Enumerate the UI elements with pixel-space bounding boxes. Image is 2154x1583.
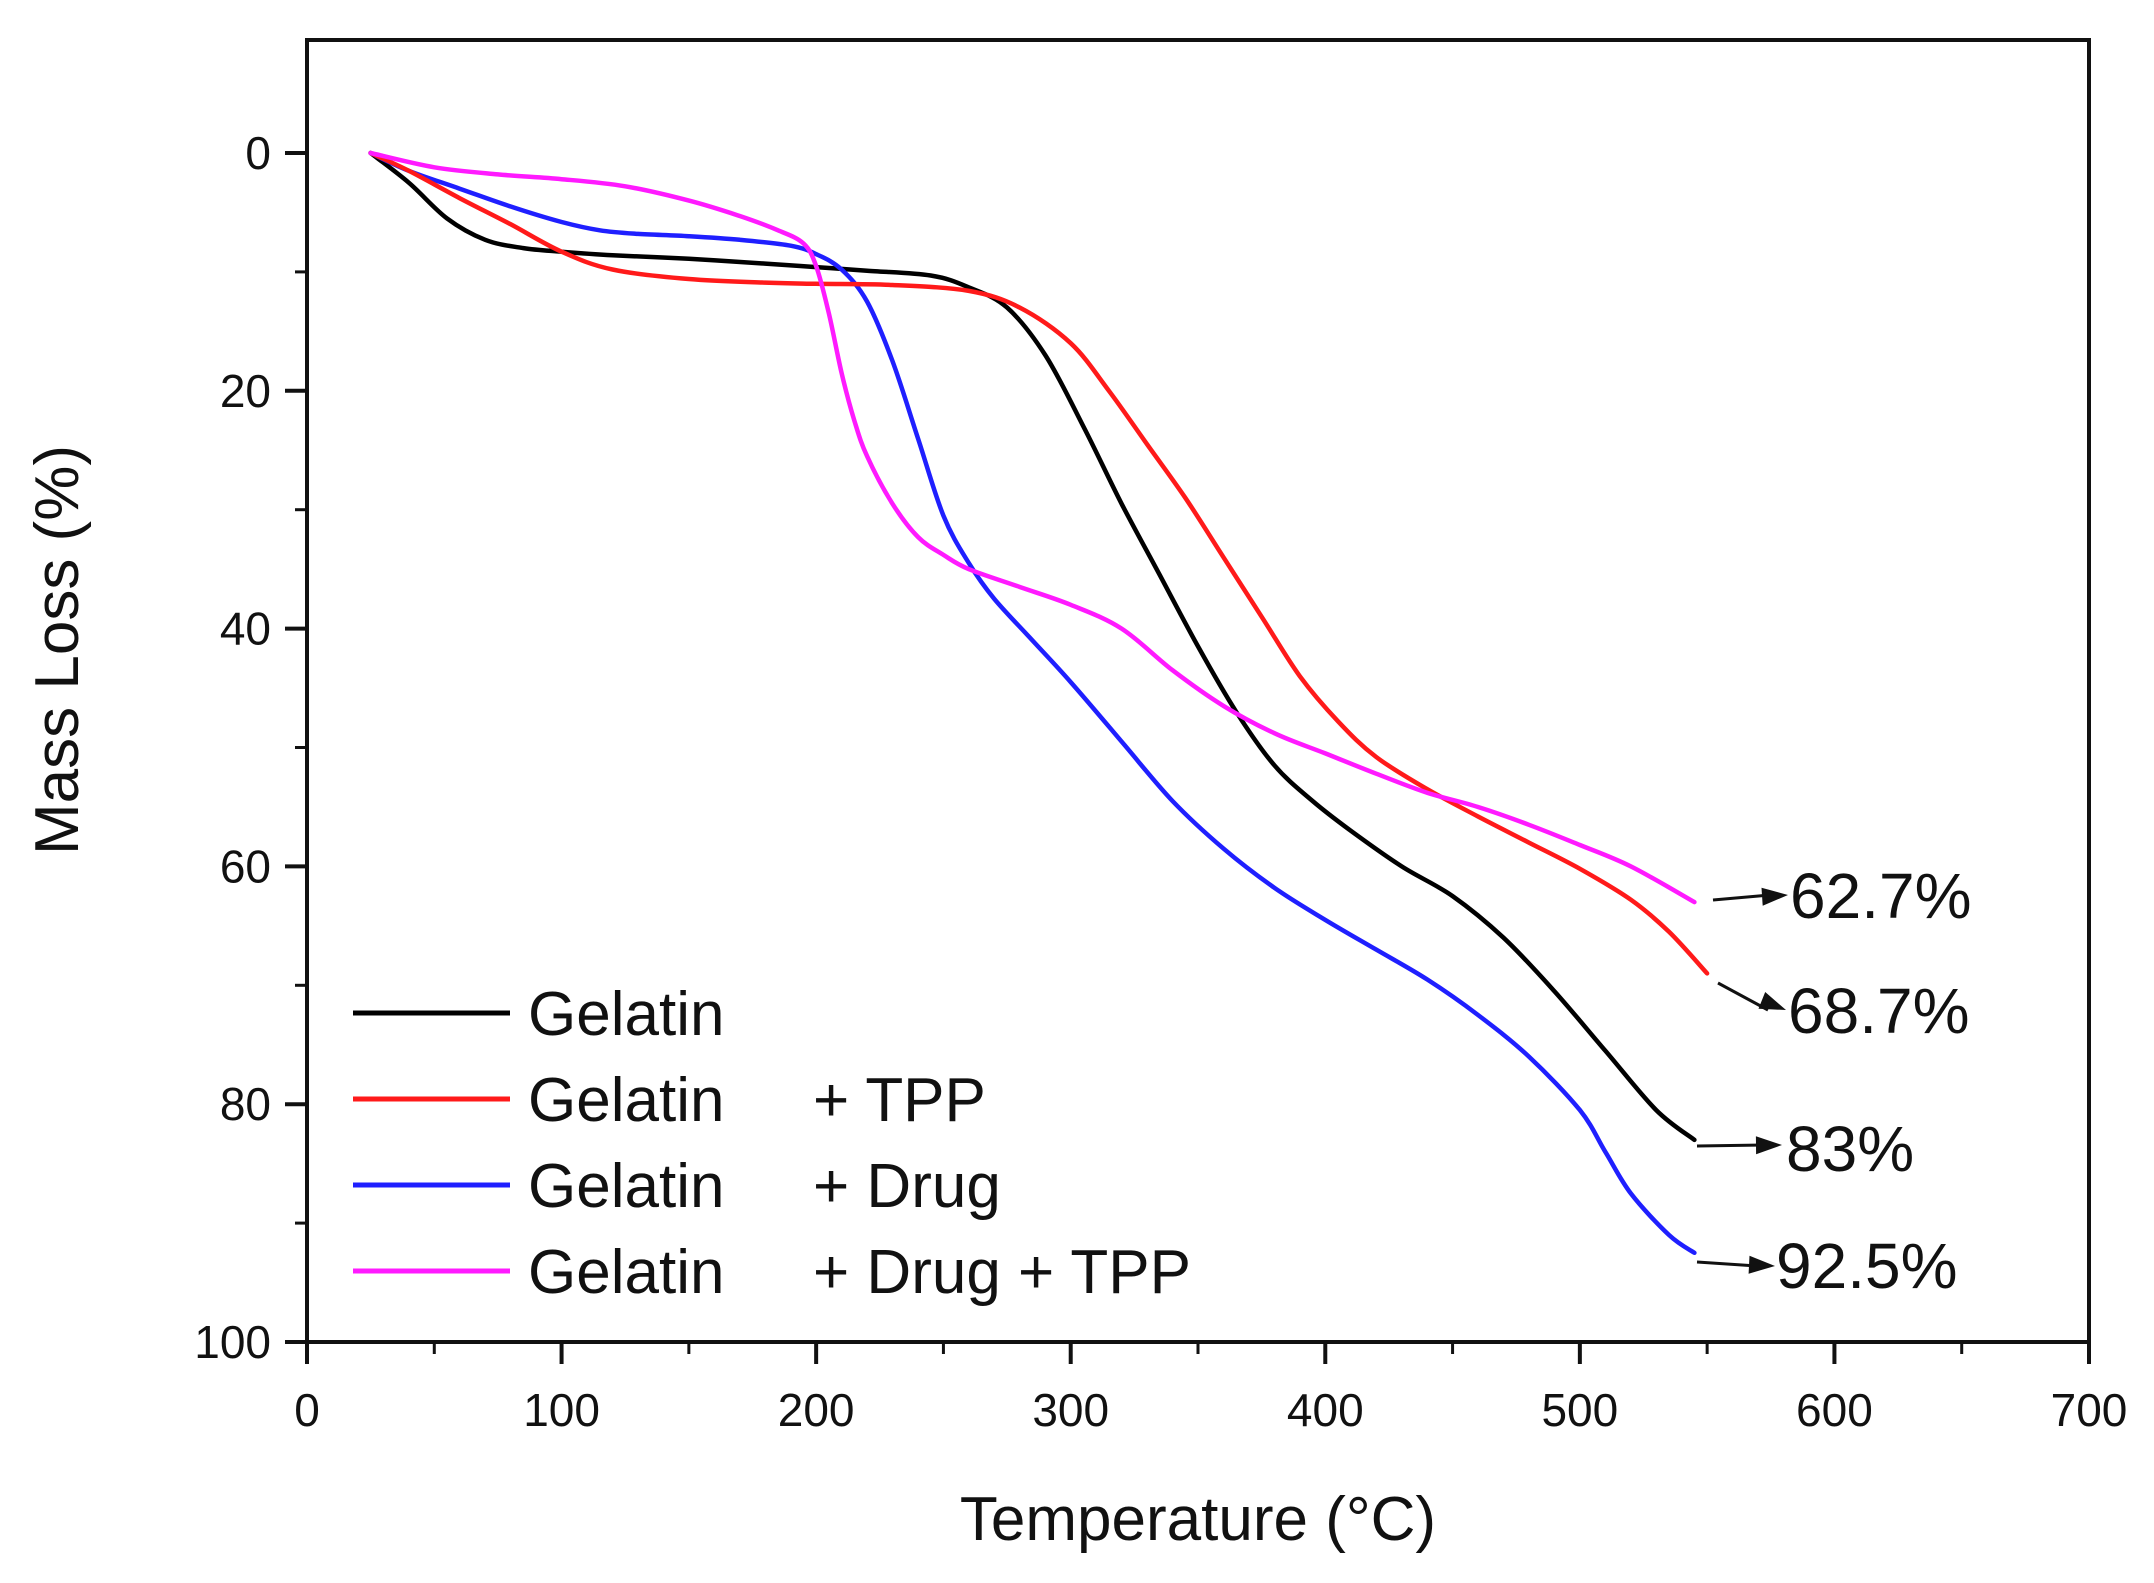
end-labels: 83% 68.7% 92.5% 62.7% [1776,860,1971,1302]
legend-label: Gelatin [528,980,724,1049]
legend-label-suffix: + TPP [813,1066,986,1135]
y-tick-label: 20 [220,365,271,417]
x-tick-label: 400 [1287,1384,1364,1436]
x-axis-ticks: 0 100 200 300 400 500 600 700 [294,1342,2127,1436]
legend-label-suffix: + Drug + TPP [813,1238,1191,1307]
legend: Gelatin Gelatin + TPP Gelatin + Drug Gelatin +… [353,980,1191,1307]
legend-label-suffix: + Drug [813,1152,1001,1221]
y-axis-ticks: 0 20 40 60 80 100 [194,127,307,1368]
y-tick-label: 80 [220,1078,271,1130]
legend-label: Gelatin [528,1152,724,1221]
end-value-label: 68.7% [1788,975,1969,1047]
end-arrow-line [1712,893,1771,902]
y-tick-label: 0 [245,127,271,179]
end-value-label: 62.7% [1790,860,1971,932]
end-arrow-head [1761,887,1788,906]
end-arrow-head [1748,1255,1775,1274]
x-axis-title: Temperature (°C) [960,1485,1436,1554]
x-tick-label: 600 [1796,1384,1873,1436]
x-tick-label: 0 [294,1384,320,1436]
series-line [368,150,1697,905]
x-tick-label: 200 [778,1384,855,1436]
series-layer [368,150,1710,1256]
y-tick-label: 100 [194,1316,271,1368]
series-line [368,150,1710,976]
y-tick-label: 40 [220,603,271,655]
series-line [368,150,1697,1256]
end-value-label: 92.5% [1776,1230,1957,1302]
end-arrow-line [1696,1143,1765,1148]
y-tick-label: 60 [220,840,271,892]
end-value-label: 83% [1786,1113,1914,1185]
legend-label: Gelatin [528,1066,724,1135]
x-tick-label: 100 [523,1384,600,1436]
x-tick-label: 300 [1032,1384,1109,1436]
end-arrows [1696,887,1788,1274]
y-axis-title: Mass Loss (%) [23,445,92,855]
end-arrow-head [1758,992,1786,1010]
end-arrow-line [1717,981,1769,1012]
legend-label: Gelatin [528,1238,724,1307]
x-tick-label: 500 [1541,1384,1618,1436]
x-tick-label: 700 [2051,1384,2128,1436]
end-arrow-line [1696,1260,1758,1268]
end-arrow-head [1755,1136,1782,1155]
